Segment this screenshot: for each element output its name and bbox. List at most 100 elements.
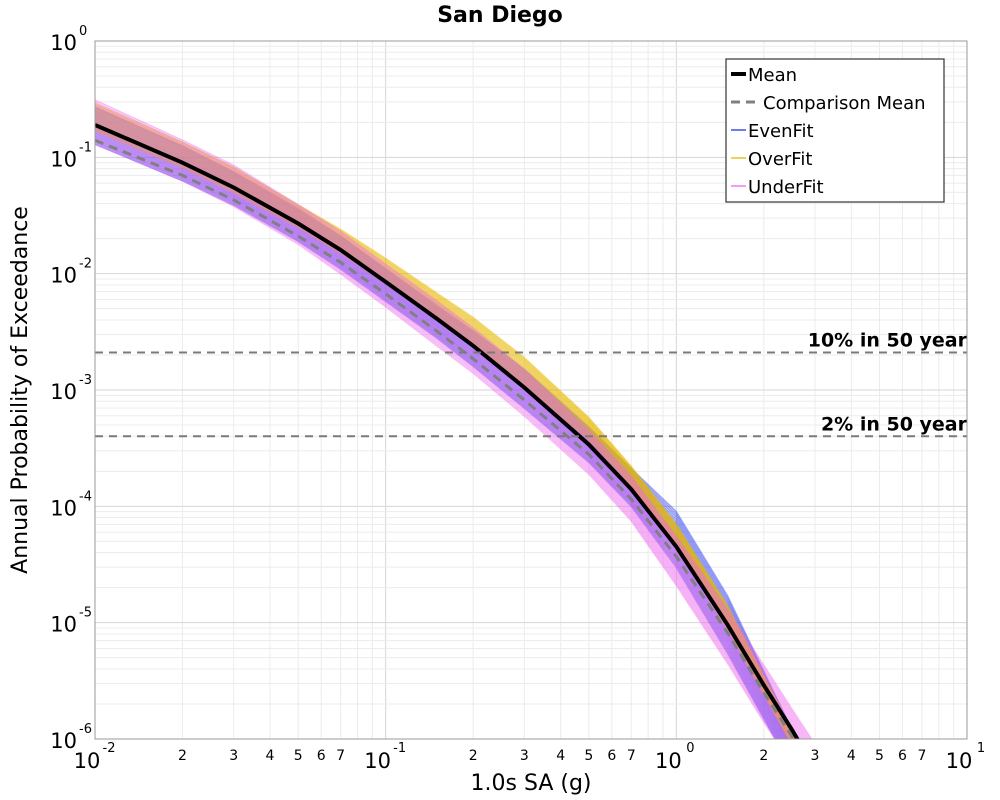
- x-minor-tick-label: 5: [584, 748, 593, 764]
- x-tick-label: 10: [655, 749, 682, 773]
- series-line-evenfit: [95, 125, 787, 739]
- y-tick-label: 10: [50, 496, 77, 520]
- series-line-overfit: [95, 129, 790, 739]
- x-tick-exponent: 1: [977, 741, 985, 756]
- x-minor-tick-label: 7: [627, 748, 636, 764]
- y-tick-label: 10: [50, 147, 77, 171]
- series-line-underfit: [95, 99, 813, 739]
- series-line-underfit: [95, 120, 796, 739]
- x-minor-tick-label: 2: [469, 748, 478, 764]
- series-line-overfit: [95, 128, 791, 739]
- plot-area: 10% in 50 year 2% in 50 year: [95, 99, 968, 739]
- series-line-evenfit: [95, 113, 794, 739]
- plot-frame: [94, 40, 968, 740]
- series-line-evenfit: [95, 134, 782, 739]
- legend: Mean Comparison Mean EvenFit OverFit UnderFi…: [725, 58, 945, 203]
- series-line-mean: [95, 123, 800, 739]
- series-line-evenfit: [95, 116, 792, 739]
- series-line-underfit: [95, 114, 801, 739]
- y-tick-exponent: -6: [79, 722, 92, 737]
- series-line-underfit: [95, 128, 789, 739]
- series-line-evenfit: [95, 131, 784, 739]
- chart-title: San Diego: [437, 3, 563, 28]
- series-line-overfit: [95, 104, 797, 739]
- series-line-evenfit: [95, 120, 790, 739]
- x-minor-tick-label: 3: [811, 748, 820, 764]
- x-minor-tick-label: 5: [294, 748, 303, 764]
- series-line-overfit: [95, 114, 795, 739]
- series-line-underfit: [95, 124, 792, 739]
- series-line-underfit: [95, 137, 782, 739]
- legend-label-underfit: UnderFit: [748, 177, 824, 198]
- series-line-overfit: [95, 107, 796, 739]
- x-minor-tick-label: 2: [178, 748, 187, 764]
- y-tick-label: 10: [50, 613, 77, 637]
- series-line-underfit: [95, 107, 806, 739]
- y-tick-label: 10: [50, 729, 77, 753]
- x-tick-exponent: -2: [103, 741, 116, 756]
- series-line-underfit: [95, 122, 794, 739]
- y-tick-exponent: -1: [79, 140, 92, 155]
- x-tick-label: 10: [364, 749, 391, 773]
- legend-box: [725, 58, 945, 203]
- x-minor-tick-label: 5: [875, 748, 884, 764]
- series-line-overfit: [95, 122, 793, 739]
- curve-group: [95, 99, 813, 739]
- x-tick-label: 10: [946, 749, 973, 773]
- series-line-comparison-mean: [95, 138, 796, 739]
- band-underfit: [95, 99, 813, 739]
- series-line-evenfit: [95, 115, 793, 739]
- x-minor-tick-label: 6: [607, 748, 616, 764]
- series-line-underfit: [95, 111, 802, 739]
- y-tick-exponent: -2: [79, 257, 92, 272]
- x-tick-exponent: 0: [686, 741, 694, 756]
- x-minor-tick-label: 2: [759, 748, 768, 764]
- y-tick-exponent: -5: [79, 606, 92, 621]
- x-minor-tick-label: 3: [520, 748, 529, 764]
- series-line-overfit: [95, 113, 795, 739]
- series-line-evenfit: [95, 136, 781, 739]
- series-line-evenfit: [95, 129, 785, 739]
- series-line-evenfit: [95, 111, 795, 739]
- y-axis-label: Annual Probability of Exceedance: [8, 206, 33, 574]
- series-line-overfit: [95, 111, 796, 739]
- series-line-underfit: [95, 109, 804, 739]
- y-tick-exponent: -4: [79, 489, 92, 504]
- series-line-evenfit: [95, 123, 788, 739]
- reference-line-label: 10% in 50 year: [808, 330, 968, 352]
- y-tick-exponent: 0: [79, 24, 87, 39]
- series-line-underfit: [95, 139, 780, 739]
- series-line-evenfit: [95, 127, 786, 739]
- series-line-evenfit: [95, 118, 791, 739]
- series-line-overfit: [95, 120, 793, 739]
- x-minor-tick-label: 7: [336, 748, 345, 764]
- y-tick-exponent: -3: [79, 373, 92, 388]
- series-line-underfit: [95, 141, 778, 739]
- series-line-evenfit: [95, 108, 796, 739]
- x-minor-tick-label: 6: [898, 748, 907, 764]
- series-line-overfit: [95, 127, 791, 739]
- series-line-evenfit: [95, 143, 777, 739]
- series-line-evenfit: [95, 109, 796, 739]
- series-line-overfit: [95, 106, 797, 739]
- series-line-overfit: [95, 105, 797, 739]
- series-line-evenfit: [95, 141, 778, 739]
- series-line-overfit: [95, 115, 795, 739]
- grid-lines: [94, 41, 967, 740]
- legend-label-overfit: OverFit: [748, 149, 812, 170]
- series-line-evenfit: [95, 132, 783, 739]
- band-evenfit: [95, 106, 797, 739]
- legend-label-mean: Mean: [748, 65, 797, 86]
- x-axis-label: 1.0s SA (g): [471, 771, 592, 796]
- legend-label-evenfit: EvenFit: [748, 121, 814, 142]
- reference-line-label: 2% in 50 year: [821, 413, 968, 435]
- x-minor-tick-label: 4: [266, 748, 275, 764]
- series-line-evenfit: [95, 106, 797, 739]
- x-minor-tick-label: 6: [317, 748, 326, 764]
- series-line-underfit: [95, 103, 809, 739]
- y-tick-label: 10: [50, 380, 77, 404]
- series-line-evenfit: [95, 139, 779, 739]
